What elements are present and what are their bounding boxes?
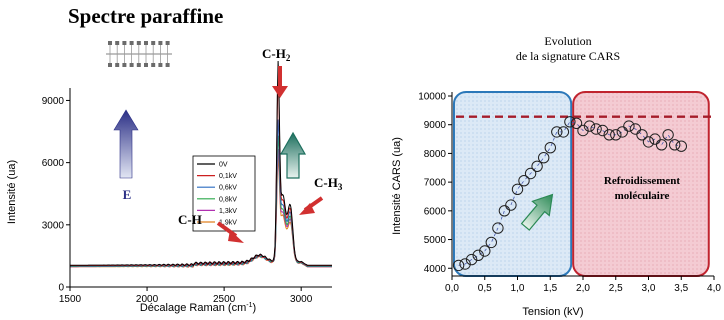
y-tick-label: 9000 [42,96,65,107]
x-axis-title: Décalage Raman (cm-1) [140,302,256,314]
y-tick-label: 6000 [42,158,65,169]
x-tick-label: 2,5 [609,283,623,294]
legend: 0V 0,1kV 0,6kV 0,8kV 1,3kV 1,9kV [193,156,255,231]
x-tick-label: 3000 [290,294,313,305]
legend-label: 0V [219,162,228,169]
hydrogen-atom [137,41,141,45]
legend-label: 0,8kV [219,196,237,203]
x-tick-label: 1,5 [543,283,557,294]
y-tick-label: 6000 [424,206,447,217]
ch3-arrow [299,198,322,215]
x-tick-label: 2,0 [576,283,590,294]
y-tick-label: 10000 [418,92,446,103]
chart-title-line1: Evolution [544,34,591,48]
heating-region [454,92,571,276]
x-axis-title: Tension (kV) [522,306,583,318]
x-tick-label: 4,0 [707,283,721,294]
electric-field-arrow [114,110,138,178]
legend-label: 0,1kV [219,173,237,180]
hydrogen-atom [108,41,112,45]
hydrogen-atom [122,41,126,45]
hydrogen-atom [137,63,141,67]
paraffin-molecule-illustration [106,41,172,67]
field-label: E [123,187,132,202]
cooling-region-label-line2: moléculaire [615,190,670,202]
ch2-label: C-H2 [262,46,291,63]
x-tick-label: 1,0 [511,283,525,294]
hydrogen-atom [130,63,134,67]
hydrogen-atom [115,41,119,45]
y-tick-label: 4000 [424,264,447,275]
hydrogen-atom [130,41,134,45]
cooling-region-label-line1: Refroidissement [604,175,681,187]
y-tick-label: 5000 [424,235,447,246]
y-axis-title: Intensité CARS (ua) [391,137,403,235]
x-tick-label: 1500 [59,294,82,305]
y-tick-label: 8000 [424,149,447,160]
hydrogen-atom [151,41,155,45]
raman-spectrum-chart: 1500 2000 2500 3000 0 3000 6000 9000 Décalage R… [6,41,343,314]
hydrogen-atom [166,41,170,45]
cars-signature-chart: Evolution de la signature CARS 0,0 0,5 1,0… [391,34,721,318]
hydrogen-atom [158,63,162,67]
chart-title-line2: de la signature CARS [516,49,620,63]
y-axis-title: Intensité (ua) [6,160,18,224]
hydrogen-atom [115,63,119,67]
hydrogen-atom [151,63,155,67]
x-tick-label: 0,5 [478,283,492,294]
hydrogen-atom [108,63,112,67]
hydrogen-atom [166,63,170,67]
ch3-up-arrow [281,133,305,178]
x-tick-label: 3,0 [642,283,656,294]
y-tick-label: 3000 [42,220,65,231]
legend-label: 0,6kV [219,185,237,192]
x-tick-label: 3,5 [674,283,688,294]
legend-label: 1,3kV [219,208,237,215]
y-tick-label: 0 [58,283,64,294]
ch2-arrow [272,66,288,98]
x-tick-label: 0,0 [445,283,459,294]
y-tick-label: 7000 [424,178,447,189]
ch-label: C-H [178,212,202,227]
hydrogen-atom [122,63,126,67]
ch3-label: C-H3 [314,175,343,192]
hydrogen-atom [144,63,148,67]
hydrogen-atom [158,41,162,45]
y-tick-label: 9000 [424,120,447,131]
hydrogen-atom [144,41,148,45]
